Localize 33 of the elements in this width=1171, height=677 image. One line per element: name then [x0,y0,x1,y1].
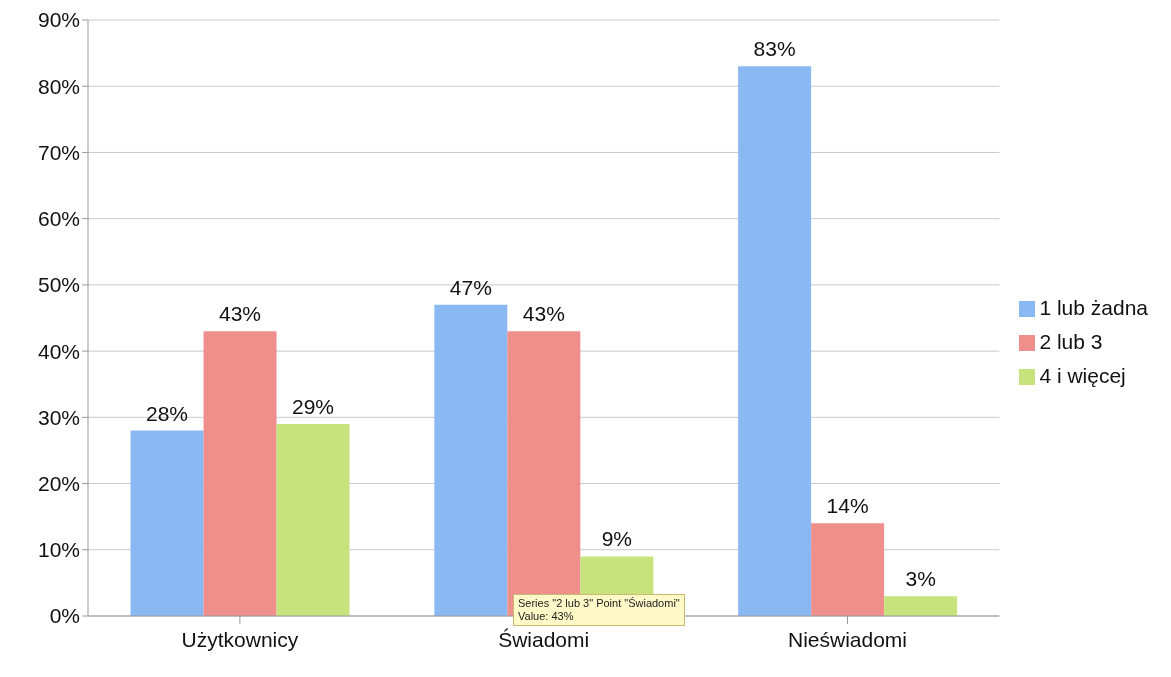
x-tick-label: Użytkownicy [181,627,299,651]
bar [811,523,885,616]
bar [884,596,958,616]
y-tick-label: 40% [37,339,80,363]
x-tick-label: Nieświadomi [787,627,908,651]
y-tick-label: 90% [37,8,80,32]
bar [276,423,350,616]
data-label: 9% [601,527,633,551]
data-label: 29% [292,394,335,418]
y-tick-label: 80% [37,74,80,98]
annotation: Series "2 lub 3" Point "Świadomi" Value: 43% [513,594,685,626]
bar [203,331,277,616]
bar [130,430,204,616]
data-label: 47% [449,275,492,299]
legend-label: 4 i więcej [1039,364,1126,387]
y-tick-label: 20% [37,472,80,496]
bar [738,66,812,616]
y-tick-label: 30% [37,405,80,429]
data-label: 28% [146,401,189,425]
data-label: 14% [826,494,869,518]
y-tick-label: 10% [37,538,80,562]
data-label: 43% [522,302,565,326]
y-tick-label: 0% [49,604,80,628]
y-tick-label: 50% [37,273,80,297]
legend-label: 1 lub żadna [1039,296,1148,319]
x-tick-label: Świadomi [498,627,590,651]
y-tick-label: 70% [37,140,80,164]
y-tick-label: 60% [37,207,80,231]
data-label: 43% [219,302,262,326]
data-label: 83% [753,37,796,61]
legend-label: 2 lub 3 [1039,330,1103,353]
data-label: 3% [905,567,936,591]
bar [434,304,508,616]
